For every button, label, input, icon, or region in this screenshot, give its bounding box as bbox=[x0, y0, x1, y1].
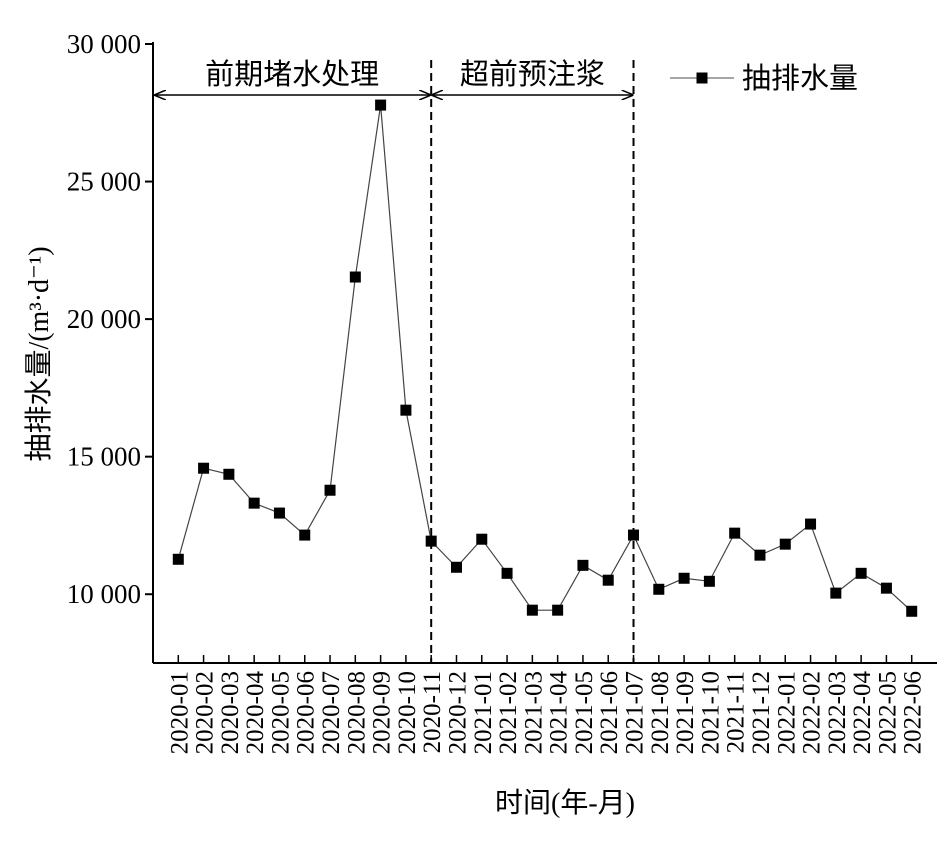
x-tick-label: 2021-03 bbox=[520, 671, 547, 754]
y-tick-label: 25 000 bbox=[67, 167, 141, 197]
data-point bbox=[628, 529, 640, 541]
data-line bbox=[177, 104, 913, 612]
x-tick-label: 2021-05 bbox=[571, 671, 598, 754]
data-point bbox=[703, 575, 715, 587]
x-tick-label: 2021-09 bbox=[672, 671, 699, 754]
data-point bbox=[425, 535, 437, 547]
data-point bbox=[729, 527, 741, 539]
data-point bbox=[830, 587, 842, 599]
x-tick-label: 2022-06 bbox=[900, 671, 927, 754]
x-tick-label: 2021-01 bbox=[470, 671, 497, 754]
data-point bbox=[273, 507, 285, 519]
x-tick-label: 2022-02 bbox=[799, 671, 826, 754]
data-point bbox=[324, 484, 336, 496]
x-tick-label: 2020-03 bbox=[217, 671, 244, 754]
x-tick-label: 2021-02 bbox=[495, 671, 522, 754]
y-axis-label: 抽排水量/(m³·d⁻¹) bbox=[23, 246, 55, 461]
data-point bbox=[299, 529, 311, 541]
x-axis-label: 时间(年-月) bbox=[495, 787, 635, 819]
y-tick-label: 10 000 bbox=[67, 579, 141, 609]
data-point bbox=[754, 549, 766, 561]
legend-marker bbox=[696, 72, 708, 84]
data-point bbox=[552, 604, 564, 616]
x-tick-label: 2020-06 bbox=[293, 671, 320, 754]
legend-label: 抽排水量 bbox=[742, 62, 858, 95]
data-point bbox=[198, 462, 210, 474]
data-point bbox=[805, 518, 817, 530]
x-tick-label: 2020-07 bbox=[318, 671, 345, 754]
data-point bbox=[400, 404, 412, 416]
y-tick-label: 30 000 bbox=[67, 29, 141, 59]
data-point bbox=[375, 99, 387, 111]
x-tick-label: 2020-01 bbox=[166, 671, 193, 754]
x-tick-label: 2022-03 bbox=[824, 671, 851, 754]
data-point bbox=[577, 559, 589, 571]
x-tick-label: 2020-05 bbox=[267, 671, 294, 754]
x-tick-label: 2021-11 bbox=[723, 671, 750, 753]
data-point bbox=[678, 572, 690, 584]
x-tick-label: 2020-11 bbox=[419, 671, 446, 753]
x-tick-label: 2020-12 bbox=[444, 671, 471, 754]
data-point bbox=[450, 561, 462, 573]
x-tick-label: 2020-09 bbox=[369, 671, 396, 754]
x-tick-label: 2021-12 bbox=[748, 671, 775, 754]
data-point bbox=[653, 583, 665, 595]
x-tick-label: 2021-06 bbox=[596, 671, 623, 754]
data-point bbox=[602, 574, 614, 586]
data-point bbox=[501, 567, 513, 579]
data-point bbox=[855, 567, 867, 579]
x-tick-label: 2022-04 bbox=[849, 671, 876, 755]
x-tick-label: 2020-10 bbox=[394, 671, 421, 754]
x-tick-label: 2022-01 bbox=[773, 671, 800, 754]
phase-label: 前期堵水处理 bbox=[205, 58, 379, 91]
x-tick-label: 2021-10 bbox=[697, 671, 724, 754]
data-point bbox=[223, 468, 235, 480]
data-point bbox=[349, 271, 361, 283]
data-point bbox=[248, 497, 260, 509]
data-point bbox=[526, 604, 538, 616]
data-point bbox=[906, 605, 918, 617]
x-tick-label: 2021-07 bbox=[622, 671, 649, 754]
x-tick-label: 2022-05 bbox=[874, 671, 901, 754]
x-tick-label: 2021-04 bbox=[546, 671, 573, 755]
y-tick-label: 20 000 bbox=[67, 304, 141, 334]
phase-label: 超前预注浆 bbox=[460, 58, 605, 91]
data-point bbox=[172, 553, 184, 565]
data-point bbox=[476, 533, 488, 545]
x-tick-label: 2020-02 bbox=[192, 671, 219, 754]
x-tick-label: 2020-08 bbox=[343, 671, 370, 754]
data-point bbox=[880, 582, 892, 594]
data-point bbox=[779, 538, 791, 550]
x-tick-label: 2021-08 bbox=[647, 671, 674, 754]
y-tick-label: 15 000 bbox=[67, 442, 141, 472]
x-tick-label: 2020-04 bbox=[242, 671, 269, 755]
